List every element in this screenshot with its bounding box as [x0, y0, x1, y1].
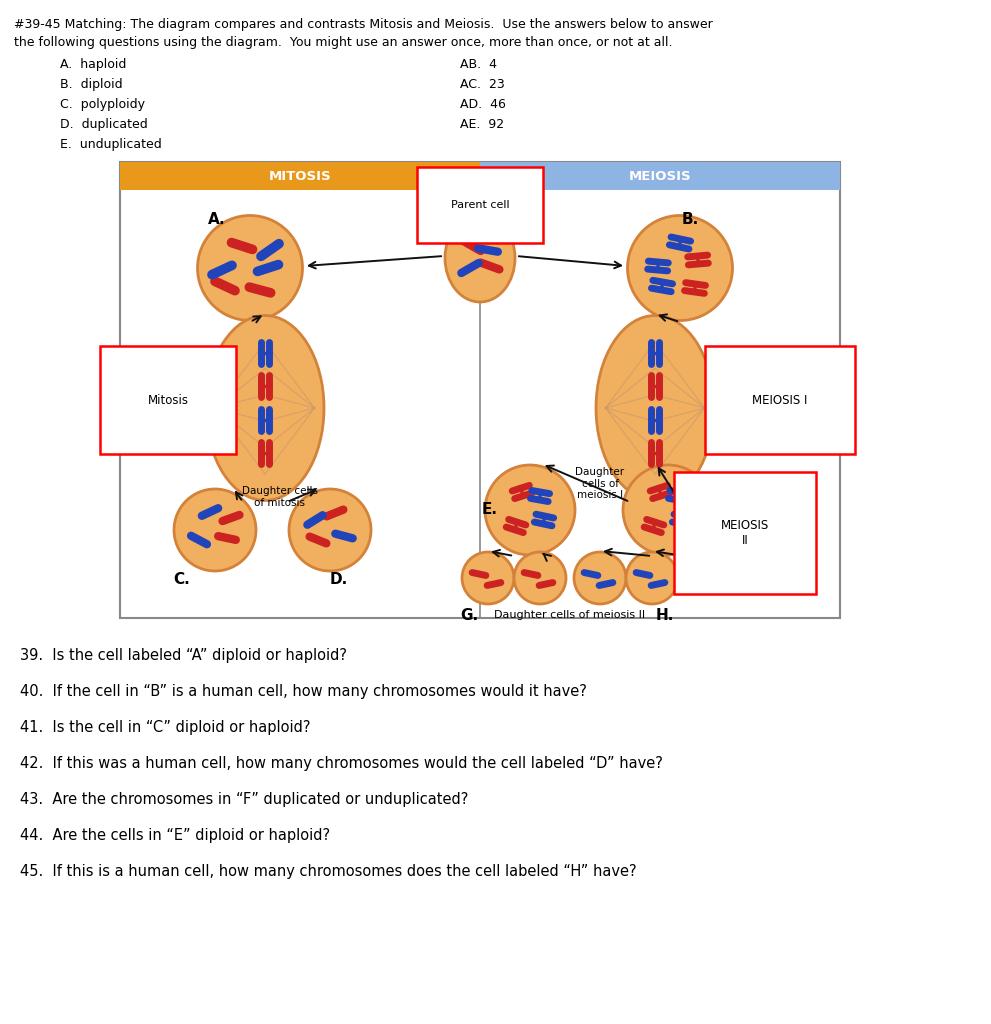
Ellipse shape [514, 552, 566, 604]
Ellipse shape [289, 489, 371, 571]
Text: 40.  If the cell in “B” is a human cell, how many chromosomes would it have?: 40. If the cell in “B” is a human cell, … [20, 684, 587, 699]
Text: F.: F. [703, 503, 716, 517]
Text: A.: A. [208, 212, 226, 227]
Ellipse shape [627, 215, 732, 321]
Text: H.: H. [656, 608, 674, 623]
Text: Daughter
cells of
meiosis I: Daughter cells of meiosis I [576, 467, 624, 500]
Text: 41.  Is the cell in “C” diploid or haploid?: 41. Is the cell in “C” diploid or haploi… [20, 720, 310, 735]
Text: D.: D. [330, 572, 348, 587]
Text: B.: B. [682, 212, 700, 227]
Ellipse shape [174, 489, 256, 571]
Text: 39.  Is the cell labeled “A” diploid or haploid?: 39. Is the cell labeled “A” diploid or h… [20, 648, 347, 663]
Text: 44.  Are the cells in “E” diploid or haploid?: 44. Are the cells in “E” diploid or hapl… [20, 828, 330, 843]
Ellipse shape [197, 215, 302, 321]
Text: Daughter cells
of mitosis: Daughter cells of mitosis [242, 486, 318, 508]
Text: 42.  If this was a human cell, how many chromosomes would the cell labeled “D” h: 42. If this was a human cell, how many c… [20, 756, 663, 771]
Text: the following questions using the diagram.  You might use an answer once, more t: the following questions using the diagra… [14, 36, 673, 49]
Ellipse shape [574, 552, 626, 604]
Text: MITOSIS: MITOSIS [269, 170, 331, 182]
Text: AD.  46: AD. 46 [460, 98, 505, 111]
Text: #39-45 Matching: The diagram compares and contrasts Mitosis and Meiosis.  Use th: #39-45 Matching: The diagram compares an… [14, 18, 713, 31]
Text: AB.  4: AB. 4 [460, 58, 497, 71]
Text: 43.  Are the chromosomes in “F” duplicated or unduplicated?: 43. Are the chromosomes in “F” duplicate… [20, 792, 469, 807]
Text: Parent cell: Parent cell [451, 200, 509, 210]
Text: E.  unduplicated: E. unduplicated [60, 138, 162, 151]
Text: C.  polyploidy: C. polyploidy [60, 98, 145, 111]
Text: E.: E. [482, 503, 498, 517]
Bar [120, 162, 480, 190]
Ellipse shape [445, 214, 515, 302]
Ellipse shape [206, 315, 324, 501]
Ellipse shape [623, 465, 713, 555]
Text: MEIOSIS
II: MEIOSIS II [720, 519, 769, 547]
Text: B.  diploid: B. diploid [60, 78, 123, 91]
Text: AE.  92: AE. 92 [460, 118, 504, 131]
Text: A.  haploid: A. haploid [60, 58, 127, 71]
Text: AC.  23: AC. 23 [460, 78, 504, 91]
Ellipse shape [462, 552, 514, 604]
Bar [480, 162, 840, 190]
Text: MEIOSIS: MEIOSIS [628, 170, 692, 182]
Bar [120, 162, 840, 618]
Text: MEIOSIS I: MEIOSIS I [752, 393, 808, 407]
Text: Daughter cells of meiosis II: Daughter cells of meiosis II [495, 610, 645, 620]
Ellipse shape [596, 315, 714, 501]
Text: Mitosis: Mitosis [148, 393, 188, 407]
Text: 45.  If this is a human cell, how many chromosomes does the cell labeled “H” hav: 45. If this is a human cell, how many ch… [20, 864, 636, 879]
Text: G.: G. [460, 608, 478, 623]
Ellipse shape [626, 552, 678, 604]
Text: C.: C. [173, 572, 189, 587]
Ellipse shape [485, 465, 575, 555]
Text: D.  duplicated: D. duplicated [60, 118, 148, 131]
